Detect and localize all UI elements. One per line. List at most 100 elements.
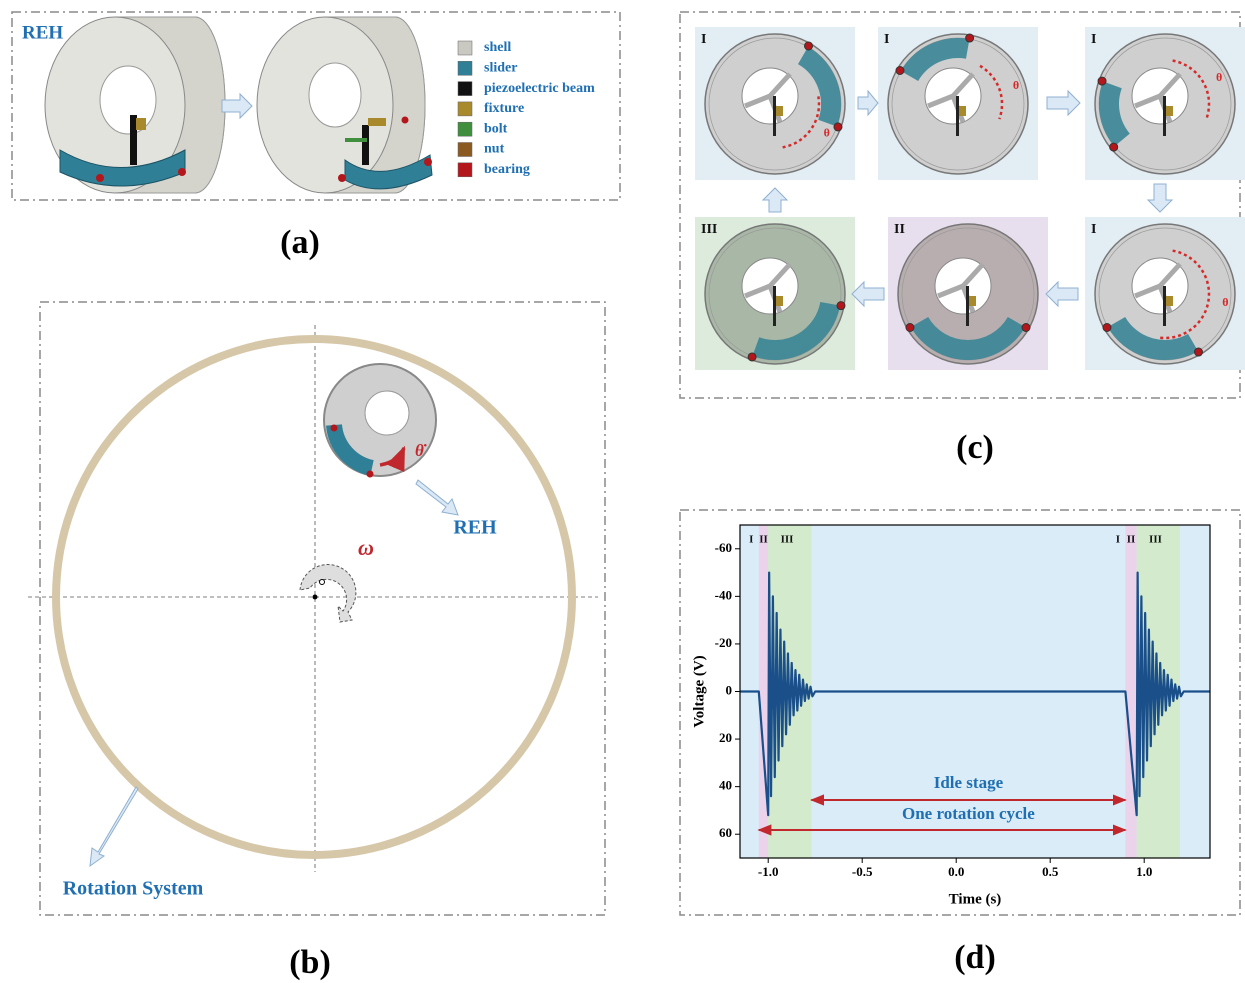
- process-tile: II: [888, 217, 1048, 370]
- flow-arrow: [852, 282, 884, 306]
- y-tick-label: 0: [726, 682, 733, 697]
- beam: [966, 286, 969, 326]
- theta-label: θ: [1013, 78, 1019, 92]
- legend-swatch: [458, 122, 472, 136]
- rotation-arrow: [300, 565, 356, 622]
- y-tick-label: -40: [715, 587, 732, 602]
- legend-label: bolt: [484, 121, 508, 136]
- y-tick-label: 20: [719, 730, 732, 745]
- flow-arrow: [1046, 282, 1078, 306]
- process-tile: Iθ: [1085, 27, 1245, 180]
- bearing: [338, 174, 346, 182]
- bearing: [837, 302, 845, 310]
- stage-label: II: [1127, 534, 1136, 546]
- legend-swatch: [458, 143, 472, 157]
- stage-label: I: [1091, 32, 1096, 47]
- x-axis-label: Time (s): [949, 891, 1002, 907]
- beam: [773, 96, 776, 136]
- bearing: [367, 471, 374, 478]
- stage-label: II: [894, 222, 905, 237]
- fixture: [136, 118, 146, 130]
- stage-label: III: [701, 222, 717, 237]
- flow-arrow: [858, 91, 878, 115]
- reh-device: θ̇: [324, 364, 436, 478]
- annotation: One rotation cycle: [902, 804, 1035, 823]
- theta-label: θ: [824, 126, 830, 140]
- reh-label: REH: [453, 517, 497, 539]
- y-tick-label: -60: [715, 540, 732, 555]
- fixture: [368, 118, 386, 126]
- caption: (d): [954, 939, 996, 976]
- legend-swatch: [458, 82, 472, 96]
- stage-label: II: [759, 534, 768, 546]
- stage-label: I: [749, 534, 753, 546]
- legend-swatch: [458, 41, 472, 55]
- process-tile: III: [695, 217, 855, 370]
- beam: [956, 96, 959, 136]
- fixture: [1166, 296, 1173, 306]
- bearing: [402, 117, 409, 124]
- bearing: [331, 425, 338, 432]
- process-tile: Iθ: [1085, 217, 1245, 370]
- y-tick-label: -20: [715, 635, 732, 650]
- x-tick-label: 0.0: [948, 864, 964, 879]
- x-tick-label: 0.5: [1042, 864, 1059, 879]
- flow-arrow: [222, 94, 252, 118]
- legend-label: nut: [484, 142, 505, 157]
- beam: [773, 286, 776, 326]
- legend-label: slider: [484, 61, 517, 76]
- legend: shell slider piezoelectric beam fixture bolt…: [458, 40, 595, 177]
- bearing: [178, 168, 186, 176]
- stage-label: I: [1116, 534, 1120, 546]
- theta-label: θ: [1216, 70, 1222, 84]
- bearing: [1195, 348, 1203, 356]
- center-hole: [100, 66, 156, 134]
- stage-label: I: [701, 32, 706, 47]
- bearing: [1022, 324, 1030, 332]
- stage-label: III: [781, 534, 794, 546]
- caption: (c): [956, 429, 994, 466]
- x-tick-label: -0.5: [852, 864, 873, 879]
- center-point: [313, 595, 318, 600]
- bearing: [748, 353, 756, 361]
- bearing: [896, 67, 904, 75]
- bearing: [1103, 324, 1111, 332]
- legend-label: fixture: [484, 101, 524, 116]
- y-tick-label: 40: [719, 778, 732, 793]
- legend-label: piezoelectric beam: [484, 81, 595, 96]
- caption: (b): [289, 944, 331, 981]
- bearing: [966, 34, 974, 42]
- process-tile: Iθ: [878, 27, 1038, 180]
- bearing: [906, 324, 914, 332]
- fixture: [969, 296, 976, 306]
- x-tick-label: -1.0: [758, 864, 779, 879]
- fixture: [1166, 106, 1173, 116]
- panel-frame: [40, 302, 605, 915]
- legend-swatch: [458, 61, 472, 75]
- beam: [130, 115, 137, 165]
- fixture: [959, 106, 966, 116]
- annotation: Idle stage: [934, 773, 1004, 792]
- bolt: [345, 138, 367, 142]
- bearing: [424, 158, 432, 166]
- panel-b: ω θ̇ REH Rotation System (b): [28, 302, 605, 981]
- flow-arrow: [1148, 184, 1172, 212]
- beam: [1163, 96, 1166, 136]
- pointer-arrow: [416, 480, 458, 515]
- beam: [1163, 286, 1166, 326]
- reh-device: [45, 17, 225, 193]
- x-tick-label: 1.0: [1136, 864, 1152, 879]
- omega-label: ω: [358, 535, 374, 560]
- caption: (a): [280, 224, 320, 261]
- pointer-arrow: [90, 787, 138, 866]
- stage-label: III: [1149, 534, 1162, 546]
- bearing: [96, 174, 104, 182]
- legend-label: bearing: [484, 162, 530, 177]
- reh-label: REH: [22, 22, 63, 43]
- reh-device: [257, 17, 432, 193]
- legend-swatch: [458, 102, 472, 116]
- legend-label: shell: [484, 40, 511, 55]
